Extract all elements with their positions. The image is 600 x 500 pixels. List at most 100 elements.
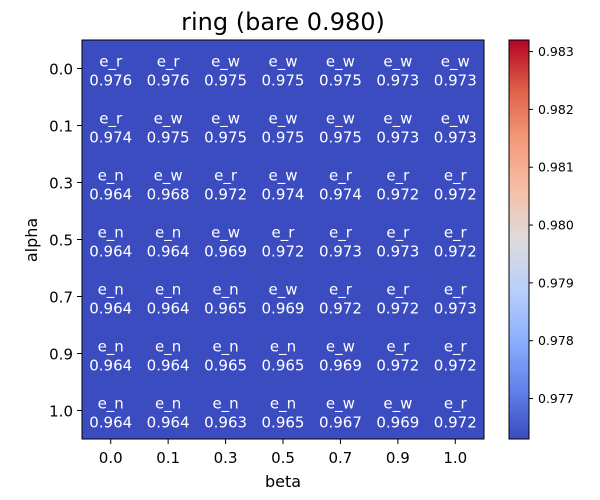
cell-value: 0.976 — [89, 72, 132, 90]
cell-label: e_r — [444, 338, 468, 357]
y-axis-label: alpha — [22, 218, 41, 262]
heatmap-cell — [254, 154, 313, 212]
cell-label: e_w — [211, 224, 240, 243]
heatmap-cell — [369, 97, 428, 155]
cell-label: e_r — [214, 167, 238, 186]
cell-value: 0.974 — [319, 186, 362, 204]
colorbar-tick-label: 0.981 — [538, 160, 574, 175]
chart-title: ring (bare 0.980) — [181, 8, 385, 36]
heatmap-cell — [82, 325, 140, 383]
heatmap-cell — [82, 268, 140, 326]
cell-label: e_w — [269, 167, 298, 186]
cell-label: e_n — [212, 338, 238, 357]
cell-value: 0.964 — [147, 414, 190, 432]
heatmap-cell — [426, 382, 485, 440]
cell-value: 0.972 — [262, 243, 305, 261]
cell-annotations: e_r0.976e_r0.976e_w0.975e_w0.975e_w0.975… — [89, 53, 477, 432]
colorbar-tick-label: 0.980 — [538, 218, 574, 233]
colorbar-tick-label: 0.983 — [538, 44, 574, 59]
y-tick-label: 0.9 — [49, 346, 73, 364]
cell-value: 0.965 — [262, 414, 305, 432]
cell-label: e_w — [383, 395, 412, 414]
cell-value: 0.973 — [434, 300, 477, 318]
cell-value: 0.964 — [89, 357, 132, 375]
cell-value: 0.972 — [376, 300, 419, 318]
cell-label: e_w — [326, 395, 355, 414]
colorbar-tick-label: 0.982 — [538, 102, 574, 117]
heatmap-cell — [82, 211, 140, 269]
cell-label: e_w — [441, 110, 470, 129]
cell-value: 0.972 — [434, 186, 477, 204]
cell-value: 0.973 — [319, 243, 362, 261]
cell-label: e_n — [155, 395, 181, 414]
cell-label: e_r — [444, 167, 468, 186]
y-tick-label: 1.0 — [49, 403, 73, 421]
cell-label: e_w — [441, 53, 470, 72]
cell-value: 0.968 — [147, 186, 190, 204]
cell-label: e_r — [329, 281, 353, 300]
heatmap-cell — [311, 40, 370, 98]
cell-value: 0.967 — [319, 414, 362, 432]
heatmap-cell — [139, 325, 198, 383]
cell-label: e_w — [154, 110, 183, 129]
cell-label: e_n — [98, 395, 124, 414]
heatmap-cell — [254, 211, 313, 269]
heatmap-cell — [254, 325, 313, 383]
cell-value: 0.964 — [89, 243, 132, 261]
x-tick-label: 0.5 — [271, 449, 295, 467]
colorbar-axis: 0.977 0.978 0.979 0.980 0.981 0.982 0.983 — [529, 44, 574, 406]
cell-value: 0.972 — [376, 357, 419, 375]
heatmap-cell — [369, 382, 428, 440]
cell-label: e_n — [270, 338, 296, 357]
cell-label: e_r — [444, 395, 468, 414]
cell-label: e_w — [211, 53, 240, 72]
heatmap-cell — [139, 211, 198, 269]
heatmap-cell — [426, 268, 485, 326]
heatmap-cell — [426, 154, 485, 212]
cell-value: 0.964 — [89, 186, 132, 204]
cell-value: 0.975 — [262, 72, 305, 90]
heatmap-cell — [139, 382, 198, 440]
cell-label: e_w — [154, 167, 183, 186]
heatmap-cell — [139, 97, 198, 155]
cell-label: e_n — [98, 224, 124, 243]
cell-label: e_r — [386, 338, 410, 357]
cell-value: 0.972 — [434, 243, 477, 261]
cell-value: 0.973 — [434, 72, 477, 90]
cell-value: 0.964 — [147, 357, 190, 375]
colorbar-tick-label: 0.979 — [538, 275, 574, 290]
cell-label: e_w — [269, 281, 298, 300]
y-tick-label: 0.0 — [49, 61, 73, 79]
x-tick-label: 0.7 — [328, 449, 352, 467]
cell-label: e_w — [269, 53, 298, 72]
cell-value: 0.972 — [434, 357, 477, 375]
cell-value: 0.974 — [89, 129, 132, 147]
y-tick-label: 0.5 — [49, 232, 73, 250]
heatmap-cell — [196, 154, 255, 212]
cell-label: e_r — [329, 167, 353, 186]
heatmap-grid — [82, 40, 485, 440]
heatmap-cell — [369, 325, 428, 383]
cell-label: e_w — [269, 110, 298, 129]
heatmap-cell — [139, 40, 198, 98]
x-tick-label: 0.0 — [99, 449, 123, 467]
colorbar-tick-label: 0.977 — [538, 391, 574, 406]
cell-label: e_n — [212, 281, 238, 300]
cell-label: e_n — [98, 167, 124, 186]
cell-label: e_r — [157, 53, 181, 72]
heatmap-cell — [311, 382, 370, 440]
x-axis-label: beta — [265, 472, 301, 491]
heatmap-cell — [196, 325, 255, 383]
heatmap-cell — [369, 40, 428, 98]
cell-value: 0.969 — [204, 243, 247, 261]
heatmap-cell — [82, 40, 140, 98]
heatmap-cell — [311, 97, 370, 155]
cell-value: 0.975 — [319, 129, 362, 147]
cell-label: e_r — [272, 224, 296, 243]
cell-label: e_r — [99, 53, 123, 72]
cell-value: 0.965 — [204, 357, 247, 375]
heatmap-cell — [311, 154, 370, 212]
heatmap-cell — [369, 211, 428, 269]
cell-value: 0.975 — [262, 129, 305, 147]
